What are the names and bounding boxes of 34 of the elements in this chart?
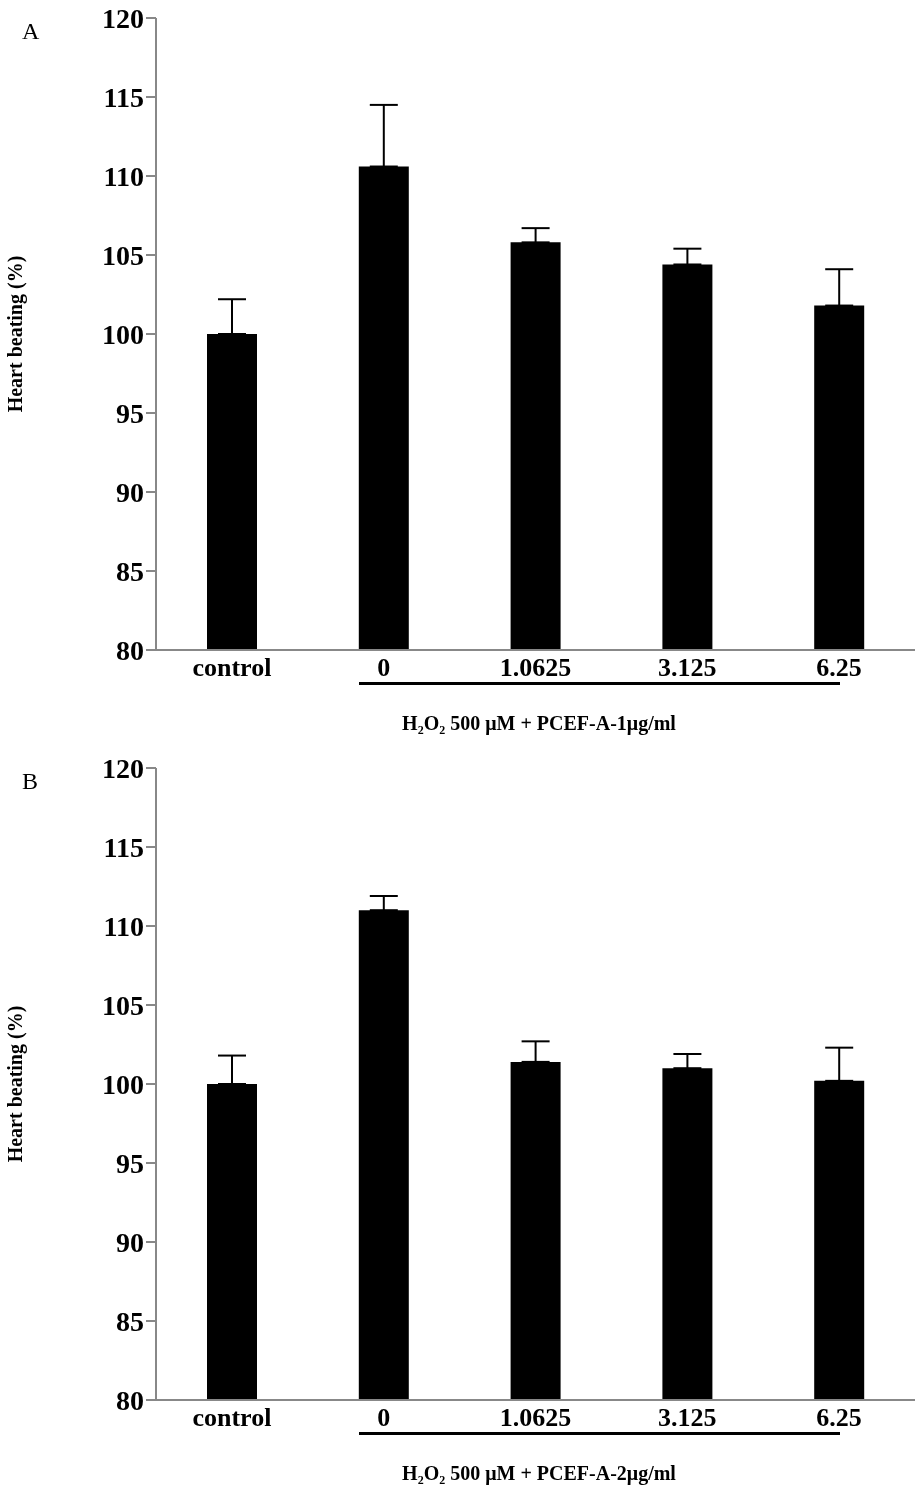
y-tick-label: 115 <box>103 831 144 863</box>
y-tick-label: 80 <box>116 1384 144 1416</box>
y-tick-label: 90 <box>116 476 144 508</box>
y-tick-label: 95 <box>116 1147 144 1179</box>
y-tick-label: 100 <box>102 1068 144 1100</box>
y-tick-label: 95 <box>116 397 144 429</box>
y-tick-label: 90 <box>116 1226 144 1258</box>
x-tick-label: 3.125 <box>658 1403 717 1433</box>
y-tick-label: 85 <box>116 555 144 587</box>
x-axis-title: H₂O₂ 500 μM + PCEF-A-1μg/ml <box>401 712 677 735</box>
y-tick-label: 85 <box>116 1305 144 1337</box>
y-tick-label: 105 <box>102 239 144 271</box>
chart-title: A <box>22 18 40 45</box>
y-tick-label: 105 <box>102 989 144 1021</box>
y-axis-title: Heart beating (%) <box>4 1005 28 1163</box>
x-tick-label: 1.0625 <box>499 653 572 683</box>
x-tick-label: 6.25 <box>816 1403 862 1433</box>
chart-title: B <box>22 768 39 795</box>
y-tick-label: 120 <box>102 752 144 784</box>
x-tick-label: 3.125 <box>658 653 717 683</box>
y-tick-label: 80 <box>116 634 144 666</box>
x-tick-label: 0 <box>377 653 391 683</box>
y-tick-label: 115 <box>103 81 144 113</box>
x-tick-label: control <box>192 1403 272 1433</box>
x-tick-label: 6.25 <box>816 653 862 683</box>
y-tick-label: 110 <box>103 160 144 192</box>
y-axis-title: Heart beating (%) <box>4 255 28 413</box>
x-axis-title: H₂O₂ 500 μM + PCEF-A-2μg/ml <box>401 1462 677 1485</box>
y-tick-label: 110 <box>103 910 144 942</box>
x-tick-label: 0 <box>377 1403 391 1433</box>
y-tick-label: 120 <box>102 2 144 34</box>
x-tick-label: 1.0625 <box>499 1403 572 1433</box>
x-tick-label: control <box>192 653 272 683</box>
y-tick-label: 100 <box>102 318 144 350</box>
